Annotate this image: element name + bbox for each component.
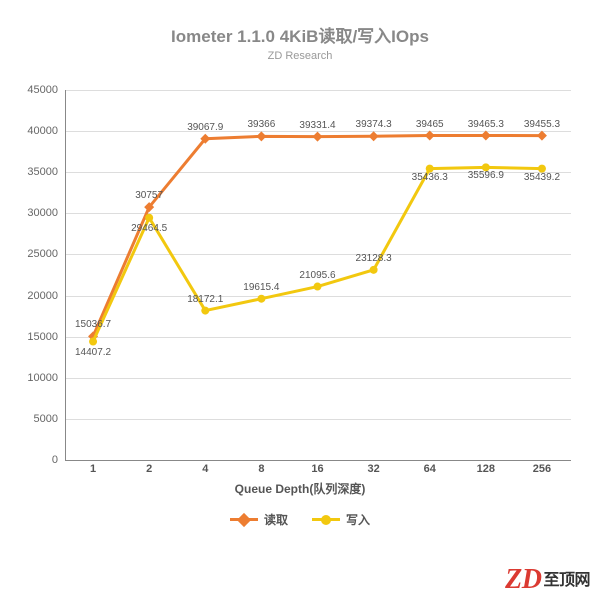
chart-subtitle: ZD Research — [0, 50, 600, 62]
x-axis-title: Queue Depth(队列深度) — [0, 480, 600, 497]
x-tick-label: 2 — [124, 463, 174, 475]
data-label: 39465.3 — [468, 119, 504, 130]
watermark-label: 至顶网 — [543, 572, 590, 589]
x-tick-label: 256 — [517, 463, 567, 475]
marker — [369, 131, 379, 141]
data-label: 35596.9 — [468, 170, 504, 181]
data-label: 15036.7 — [75, 319, 111, 330]
marker — [481, 131, 491, 141]
x-tick-label: 16 — [293, 463, 343, 475]
data-label: 29464.5 — [131, 223, 167, 234]
y-tick-label: 25000 — [8, 248, 58, 260]
marker — [257, 295, 265, 303]
y-tick-label: 35000 — [8, 166, 58, 178]
legend-item: 写入 — [312, 511, 370, 528]
y-tick-label: 10000 — [8, 372, 58, 384]
data-label: 35436.3 — [412, 172, 448, 183]
data-label: 21095.6 — [299, 270, 335, 281]
x-tick-label: 32 — [349, 463, 399, 475]
marker — [425, 131, 435, 141]
data-label: 39331.4 — [299, 120, 335, 131]
chart-title: Iometer 1.1.0 4KiB读取/写入IOps — [0, 22, 600, 47]
y-tick-label: 40000 — [8, 125, 58, 137]
data-label: 39374.3 — [356, 119, 392, 130]
x-tick-label: 1 — [68, 463, 118, 475]
y-tick-label: 45000 — [8, 84, 58, 96]
x-tick-label: 64 — [405, 463, 455, 475]
data-label: 14407.2 — [75, 347, 111, 358]
legend-marker-icon — [321, 515, 331, 525]
y-tick-label: 15000 — [8, 331, 58, 343]
legend-label: 写入 — [346, 511, 370, 528]
y-tick-label: 20000 — [8, 290, 58, 302]
y-tick-label: 0 — [8, 454, 58, 466]
chart-container: { "title": "Iometer 1.1.0 4KiB读取/写入IOps"… — [0, 0, 600, 600]
x-tick-label: 4 — [180, 463, 230, 475]
y-tick-label: 30000 — [8, 207, 58, 219]
watermark-logo: ZD — [505, 564, 541, 595]
data-label: 39366 — [247, 119, 275, 130]
data-label: 30757 — [135, 190, 163, 201]
marker — [537, 131, 547, 141]
marker — [313, 132, 323, 142]
watermark: ZD至顶网 — [505, 564, 590, 596]
data-label: 23128.3 — [356, 253, 392, 264]
legend-label: 读取 — [264, 511, 288, 528]
marker — [314, 283, 322, 291]
marker — [256, 131, 266, 141]
data-label: 39465 — [416, 119, 444, 130]
y-tick-label: 5000 — [8, 413, 58, 425]
data-label: 35439.2 — [524, 172, 560, 183]
data-label: 19615.4 — [243, 282, 279, 293]
legend-swatch — [230, 518, 258, 521]
legend: 读取 写入 — [0, 508, 600, 528]
legend-item: 读取 — [230, 511, 288, 528]
marker — [145, 214, 153, 222]
legend-marker-icon — [237, 512, 251, 526]
data-label: 18172.1 — [187, 294, 223, 305]
x-tick-label: 8 — [236, 463, 286, 475]
data-label: 39067.9 — [187, 122, 223, 133]
legend-swatch — [312, 518, 340, 521]
title-area: Iometer 1.1.0 4KiB读取/写入IOps ZD Research — [0, 22, 600, 62]
marker — [89, 338, 97, 346]
x-tick-label: 128 — [461, 463, 511, 475]
data-label: 39455.3 — [524, 119, 560, 130]
marker — [201, 307, 209, 315]
marker — [370, 266, 378, 274]
